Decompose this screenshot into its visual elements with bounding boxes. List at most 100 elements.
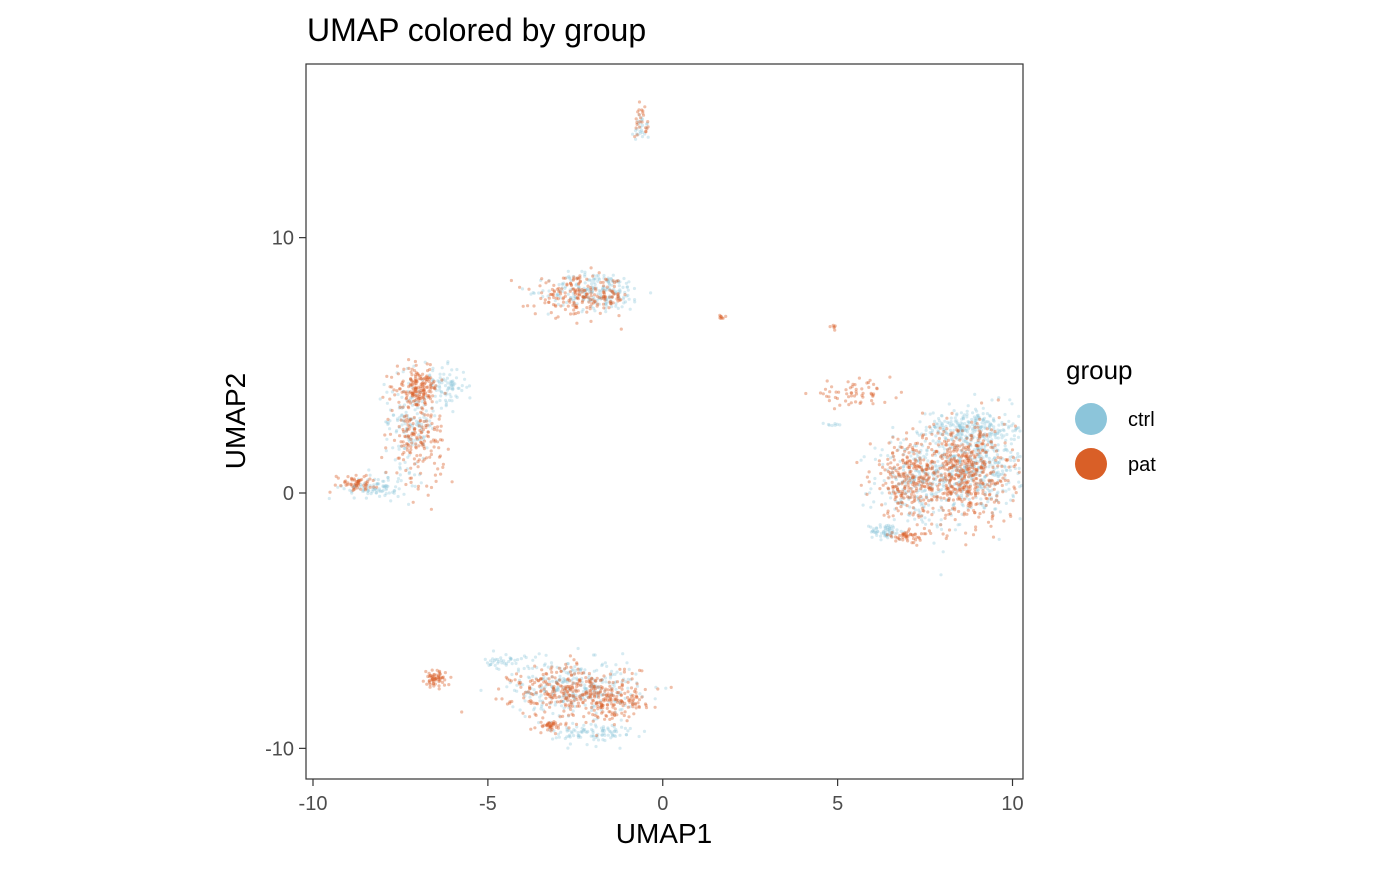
data-point-pat [878,487,882,491]
data-point-ctrl [974,444,978,448]
data-point-pat [608,684,612,688]
data-point-pat [579,696,583,700]
data-point-ctrl [930,461,935,465]
data-point-ctrl [422,435,427,439]
data-point-pat [630,671,634,676]
data-point-pat [887,487,891,491]
data-point-ctrl [915,495,919,499]
data-point-pat [897,467,901,471]
data-point-ctrl [581,695,585,699]
data-point-ctrl [934,463,938,467]
data-point-ctrl [391,413,395,417]
data-point-ctrl [934,483,938,487]
data-point-ctrl [897,474,901,478]
data-point-ctrl [953,447,957,451]
data-point-pat [343,481,347,485]
data-point-ctrl [378,397,382,401]
data-point-ctrl [973,418,977,423]
data-point-ctrl [1001,423,1005,427]
data-point-ctrl [405,428,409,432]
data-point-pat [908,511,912,515]
data-point-ctrl [955,421,959,425]
data-point-ctrl [901,465,905,469]
data-point-pat [1000,483,1004,488]
data-point-ctrl [910,486,914,490]
data-point-ctrl [589,734,593,738]
data-point-pat [589,291,593,295]
data-point-ctrl [397,444,401,448]
data-point-ctrl [613,734,618,739]
data-point-ctrl [558,666,562,671]
data-point-pat [611,711,615,715]
data-point-pat [952,443,957,447]
data-point-ctrl [386,478,390,482]
data-point-ctrl [607,700,611,704]
data-point-ctrl [593,723,598,727]
data-point-pat [412,457,416,461]
data-point-ctrl [933,478,938,482]
data-point-ctrl [952,456,956,460]
data-point-pat [605,706,609,711]
data-point-ctrl [594,684,598,688]
data-point-ctrl [554,688,558,693]
data-point-ctrl [1004,489,1008,493]
data-point-ctrl [977,451,981,455]
data-point-ctrl [400,414,404,418]
data-point-ctrl [887,487,891,491]
data-point-ctrl [988,460,992,464]
data-point-ctrl [939,464,944,468]
data-point-ctrl [930,428,935,433]
data-point-pat [414,382,418,386]
data-point-ctrl [573,295,577,299]
data-point-ctrl [610,290,615,294]
data-point-pat [907,445,911,449]
data-point-ctrl [430,378,434,382]
data-point-ctrl [981,417,985,421]
data-point-ctrl [889,532,894,536]
data-point-pat [629,686,634,690]
data-point-ctrl [995,448,999,452]
data-point-ctrl [963,437,967,442]
data-point-pat [1011,455,1016,460]
data-point-ctrl [911,476,915,480]
data-point-ctrl [567,694,571,698]
data-point-pat [523,690,528,694]
data-point-ctrl [373,487,377,491]
data-point-pat [549,667,553,671]
data-point-ctrl [977,484,981,489]
data-point-ctrl [924,456,928,460]
data-point-pat [446,447,450,451]
data-point-pat [585,306,589,310]
data-point-ctrl [951,464,955,468]
data-point-ctrl [400,423,404,427]
data-point-ctrl [373,487,377,491]
data-point-ctrl [654,685,658,689]
data-point-ctrl [601,295,605,299]
data-point-ctrl [963,450,968,454]
data-point-ctrl [420,425,424,429]
data-point-pat [560,684,564,688]
data-point-ctrl [390,390,394,394]
data-point-ctrl [401,370,405,374]
data-point-ctrl [583,668,587,672]
data-point-pat [426,430,430,434]
data-point-ctrl [397,406,401,410]
data-point-pat [539,296,543,301]
data-point-ctrl [950,438,955,442]
data-point-ctrl [931,492,935,496]
data-point-ctrl [873,529,877,533]
data-point-ctrl [998,510,1003,514]
data-point-pat [979,501,983,505]
data-point-pat [867,385,871,389]
data-point-ctrl [957,485,962,489]
data-point-ctrl [980,478,984,482]
data-point-pat [573,304,577,308]
data-point-ctrl [982,416,987,420]
data-point-pat [971,496,975,500]
data-point-pat [956,475,961,479]
data-point-pat [886,457,890,461]
data-point-ctrl [951,423,955,427]
data-point-pat [424,425,428,430]
data-point-pat [532,701,536,705]
data-point-ctrl [468,396,472,400]
